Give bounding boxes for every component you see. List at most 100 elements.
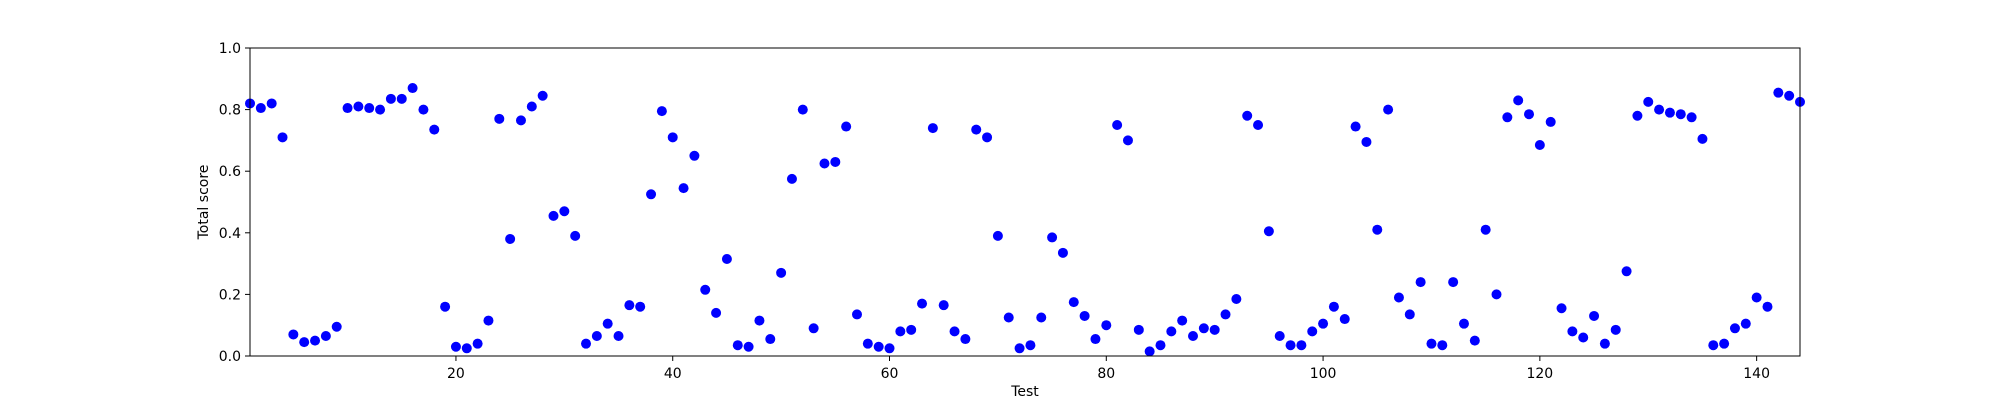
data-point — [1524, 109, 1535, 120]
data-point — [537, 90, 548, 101]
data-point — [396, 93, 407, 104]
data-point — [1469, 335, 1480, 346]
data-point — [1654, 104, 1665, 115]
data-point — [1188, 330, 1199, 341]
data-point — [1133, 324, 1144, 335]
data-point — [1632, 110, 1643, 121]
data-point — [1057, 247, 1068, 258]
data-point — [862, 338, 873, 349]
data-point — [1784, 90, 1795, 101]
data-point — [1079, 310, 1090, 321]
data-point — [819, 158, 830, 169]
data-point — [1708, 340, 1719, 351]
data-point — [591, 330, 602, 341]
data-point — [1621, 266, 1632, 277]
data-point — [515, 115, 526, 126]
data-point — [797, 104, 808, 115]
data-point — [353, 101, 364, 112]
data-point — [1090, 334, 1101, 345]
data-point — [375, 104, 386, 115]
data-point — [895, 326, 906, 337]
data-point — [1426, 338, 1437, 349]
data-point — [1393, 292, 1404, 303]
data-point — [1155, 340, 1166, 351]
data-point — [949, 326, 960, 337]
data-point — [385, 93, 396, 104]
data-point — [1686, 112, 1697, 123]
data-point — [1328, 301, 1339, 312]
data-point — [1231, 294, 1242, 305]
data-point — [1274, 330, 1285, 341]
data-point — [1513, 95, 1524, 106]
data-point — [320, 330, 331, 341]
y-tick-label: 1.0 — [219, 41, 241, 57]
data-point — [1480, 224, 1491, 235]
data-point — [667, 132, 678, 143]
data-point — [776, 267, 787, 278]
data-point — [1556, 303, 1567, 314]
data-point — [1112, 120, 1123, 130]
data-point — [1534, 140, 1545, 151]
data-point — [982, 132, 993, 143]
data-point — [1729, 323, 1740, 334]
data-point — [1697, 133, 1708, 144]
data-point — [1361, 136, 1372, 147]
data-point — [483, 315, 494, 326]
y-tick-label: 0.8 — [219, 103, 241, 119]
data-point — [1122, 135, 1133, 146]
data-point — [1285, 340, 1296, 351]
data-point — [830, 156, 841, 167]
data-point — [1209, 324, 1220, 335]
data-point — [1545, 116, 1556, 127]
data-point — [841, 121, 852, 132]
data-point — [971, 124, 982, 135]
x-tick-label: 40 — [664, 366, 682, 382]
data-point — [1242, 110, 1253, 121]
data-point — [548, 210, 559, 221]
data-point — [288, 329, 299, 340]
data-point — [310, 335, 321, 346]
data-point — [1350, 121, 1361, 132]
x-tick-label: 20 — [447, 366, 465, 382]
data-point — [1307, 326, 1318, 337]
data-point — [1437, 340, 1448, 351]
data-point — [1458, 318, 1469, 329]
data-point — [1751, 292, 1762, 303]
data-point — [938, 300, 949, 311]
data-point — [494, 113, 505, 124]
data-point — [1220, 309, 1231, 320]
data-point — [1491, 289, 1502, 300]
data-point — [635, 301, 646, 312]
data-point — [624, 300, 635, 311]
y-tick-label: 0.0 — [219, 349, 241, 365]
data-point — [786, 173, 797, 184]
data-point — [1047, 232, 1058, 243]
data-point — [1296, 340, 1307, 351]
data-point — [472, 338, 483, 349]
data-point — [1144, 346, 1155, 357]
data-point — [1068, 297, 1079, 308]
x-tick-label: 60 — [881, 366, 899, 382]
data-point — [732, 340, 743, 351]
data-point — [299, 337, 310, 348]
data-point — [1762, 301, 1773, 312]
data-point — [917, 298, 928, 309]
data-point — [429, 124, 440, 135]
data-point — [277, 132, 288, 143]
data-point — [1014, 343, 1025, 354]
data-point — [1578, 332, 1589, 343]
data-point — [1177, 315, 1188, 326]
data-point — [418, 104, 429, 115]
x-tick-label: 120 — [1526, 366, 1553, 382]
data-point — [342, 103, 353, 114]
data-point — [743, 341, 754, 352]
data-point — [505, 233, 516, 244]
data-point — [1719, 338, 1730, 349]
data-point — [711, 307, 722, 318]
data-point — [1318, 318, 1329, 329]
data-point — [450, 341, 461, 352]
data-point — [1166, 326, 1177, 337]
data-point — [364, 103, 375, 114]
data-point — [873, 341, 884, 352]
x-tick-label: 140 — [1743, 366, 1770, 382]
